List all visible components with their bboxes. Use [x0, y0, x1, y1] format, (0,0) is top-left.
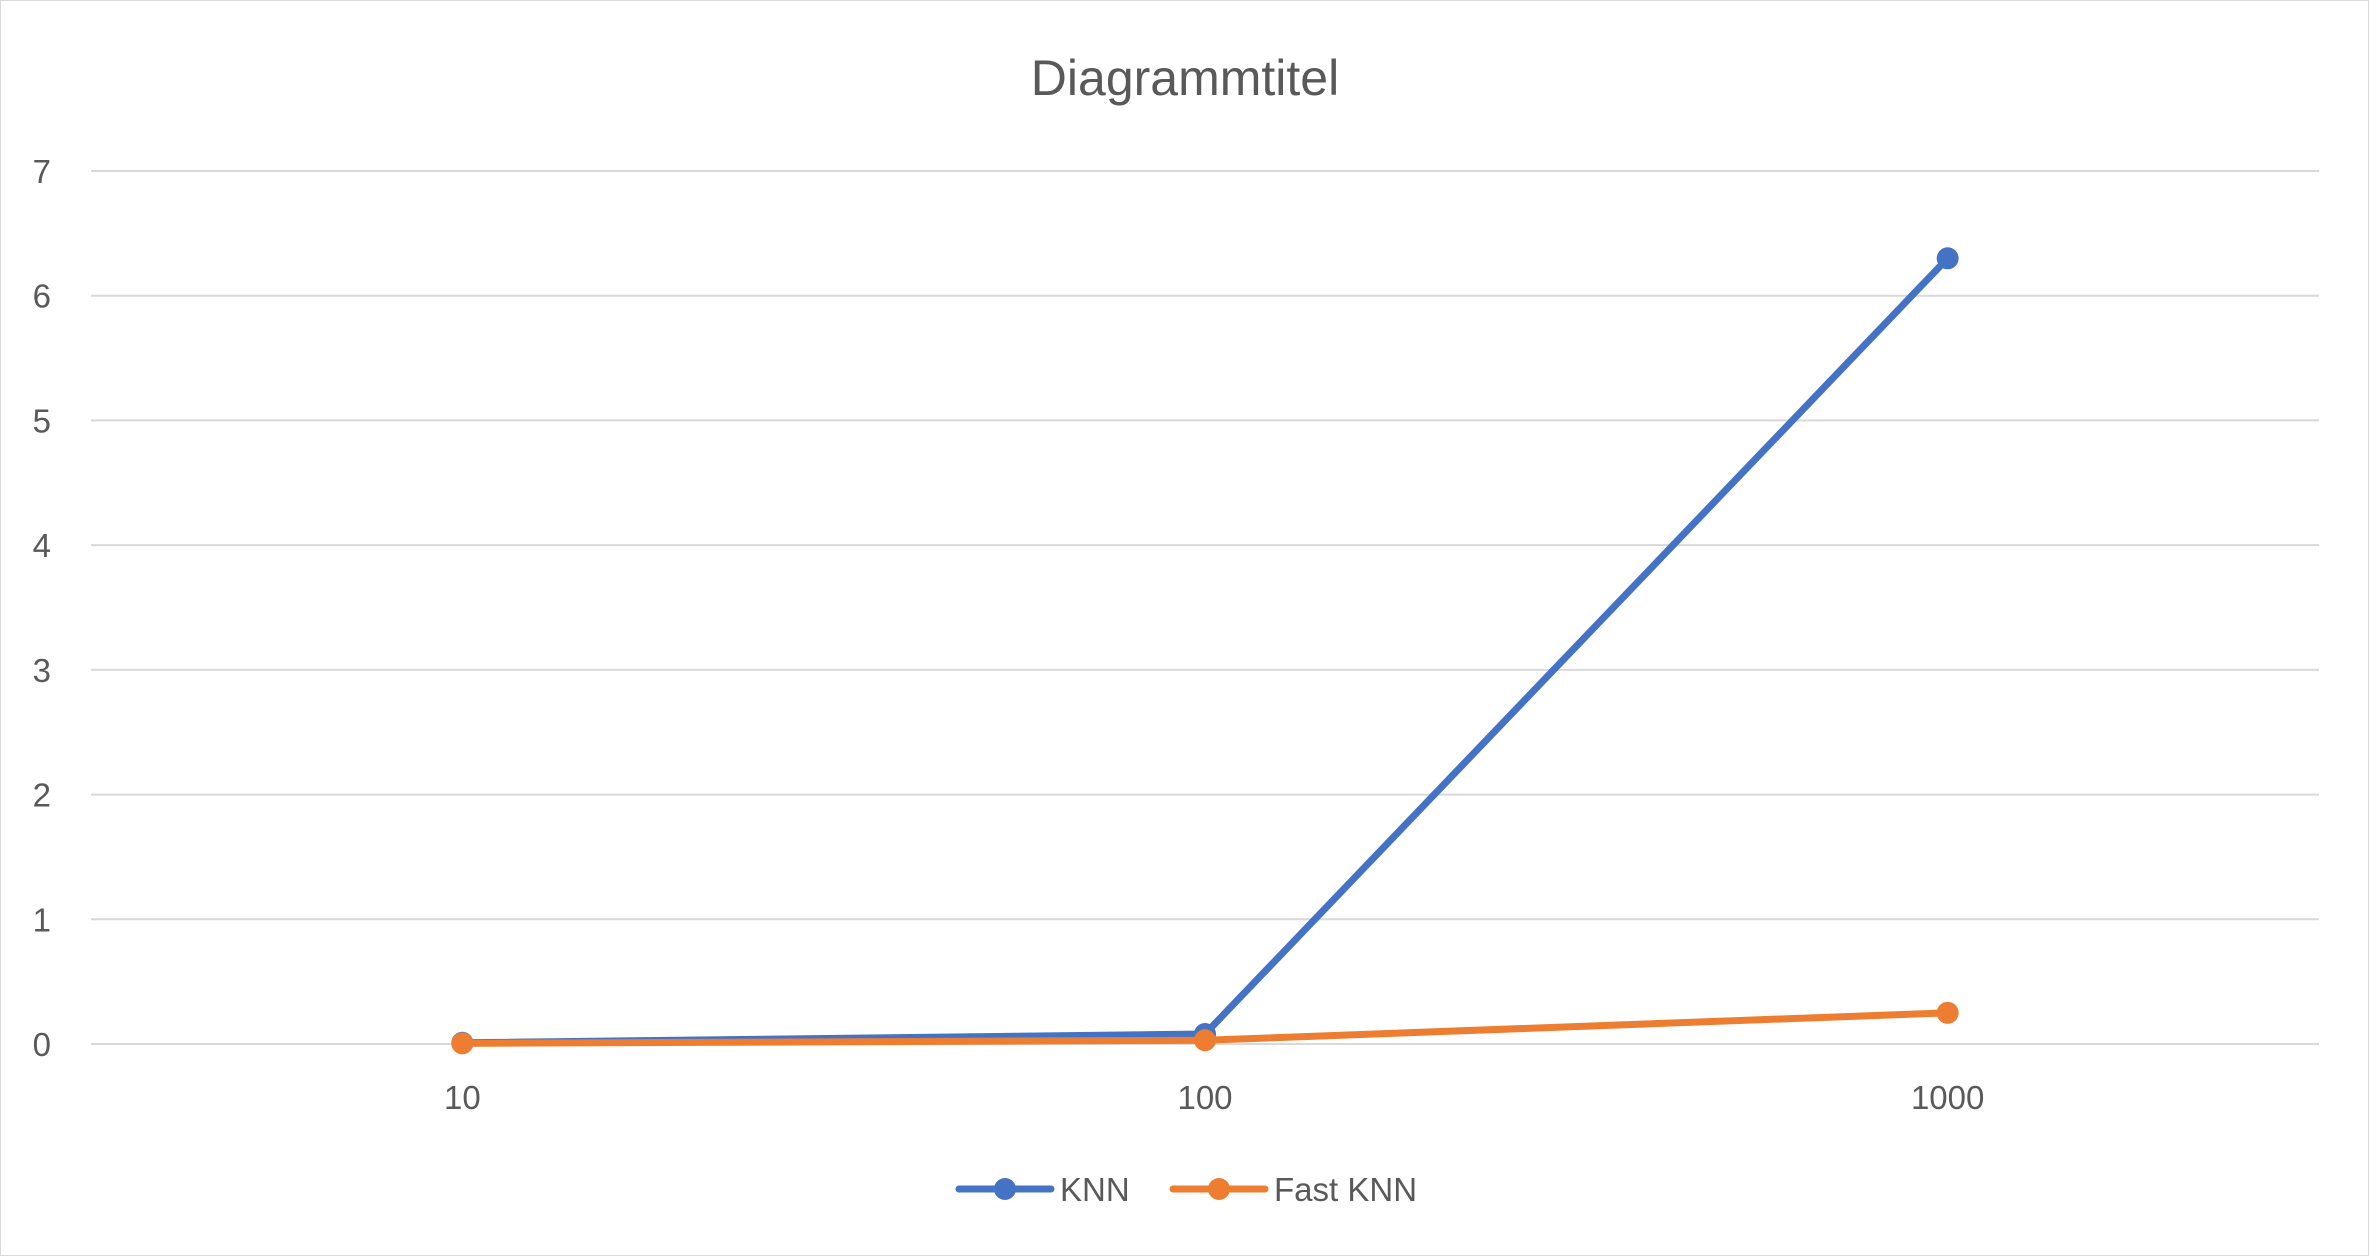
data-point: [1936, 1001, 1959, 1024]
x-axis-tick-labels: 10 100 1000: [444, 1079, 1984, 1116]
legend: KNN Fast KNN: [955, 1171, 1417, 1208]
data-point: [451, 1032, 474, 1055]
legend-label: Fast KNN: [1274, 1171, 1417, 1208]
x-tick-label: 10: [444, 1079, 481, 1116]
series-fast-knn: [451, 1001, 1959, 1055]
y-tick-label: 0: [33, 1026, 51, 1063]
x-tick-label: 1000: [1911, 1079, 1984, 1116]
legend-label: KNN: [1060, 1171, 1130, 1208]
y-tick-label: 1: [33, 901, 51, 938]
legend-item: KNN: [955, 1171, 1130, 1208]
data-point: [1194, 1029, 1216, 1052]
y-axis-tick-labels: 0 1 2 3 4 5 6 7: [33, 153, 51, 1063]
series-knn: [451, 247, 1959, 1054]
legend-marker: [994, 1178, 1016, 1200]
y-tick-label: 3: [33, 652, 51, 689]
series-line: [458, 254, 1952, 1047]
y-tick-label: 2: [33, 777, 51, 814]
gridlines: [91, 170, 2319, 1045]
legend-marker: [1208, 1178, 1230, 1200]
y-tick-label: 5: [33, 402, 51, 439]
x-tick-label: 100: [1177, 1079, 1232, 1116]
y-tick-label: 7: [33, 153, 51, 190]
series-layer: [451, 247, 1959, 1055]
y-tick-label: 4: [33, 527, 51, 564]
legend-item: Fast KNN: [1169, 1171, 1417, 1208]
y-tick-label: 6: [33, 278, 51, 315]
data-point: [1936, 247, 1959, 270]
chart-title: Diagrammtitel: [1031, 50, 1339, 106]
